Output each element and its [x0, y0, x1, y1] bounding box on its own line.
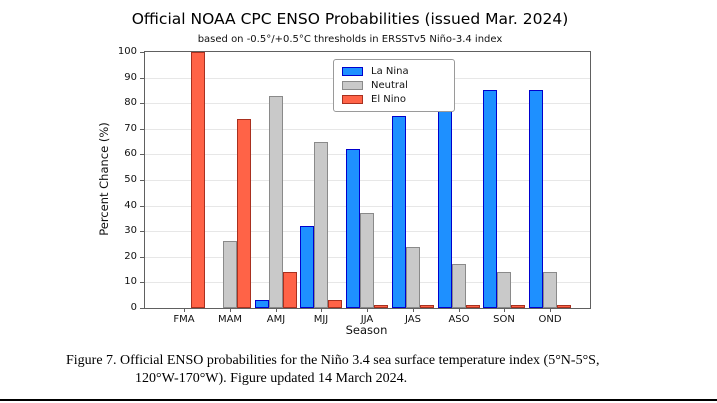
plot-area: La Nina Neutral El Nino [144, 51, 591, 309]
y-tick-mark-80 [140, 103, 144, 104]
bar-el-nino-mjj [328, 300, 342, 308]
bar-el-nino-amj [283, 272, 297, 308]
legend-swatch-icon [342, 95, 363, 104]
x-tick-label-aso: ASO [448, 314, 470, 325]
y-tick-mark-30 [140, 231, 144, 232]
legend-label: La Nina [371, 66, 409, 77]
bar-la-nina-mjj [300, 226, 314, 308]
bar-neutral-jas [406, 247, 420, 308]
x-tick-label-jas: JAS [405, 314, 421, 325]
x-tick-mark-ond [550, 309, 551, 312]
y-tick-mark-40 [140, 206, 144, 207]
y-tick-label-60: 60 [124, 148, 137, 159]
bar-la-nina-son [483, 90, 497, 308]
y-tick-mark-60 [140, 154, 144, 155]
x-tick-mark-jja [367, 309, 368, 312]
x-tick-mark-jas [413, 309, 414, 312]
x-tick-mark-aso [459, 309, 460, 312]
bar-la-nina-amj [255, 300, 269, 308]
bar-la-nina-ond [529, 90, 543, 308]
x-tick-mark-son [504, 309, 505, 312]
bar-el-nino-mam [237, 119, 251, 308]
x-tick-mark-mam [230, 309, 231, 312]
bar-el-nino-fma [191, 52, 205, 308]
x-tick-mark-fma [184, 309, 185, 312]
bar-neutral-mjj [314, 142, 328, 308]
legend-label: Neutral [371, 80, 408, 91]
x-axis-label: Season [345, 323, 388, 337]
legend-item-neutral: Neutral [342, 79, 446, 92]
y-tick-mark-0 [140, 308, 144, 309]
y-tick-label-0: 0 [130, 302, 137, 313]
bar-el-nino-son [511, 305, 525, 308]
legend-label: El Nino [371, 94, 406, 105]
chart-title: Official NOAA CPC ENSO Probabilities (is… [131, 10, 569, 28]
y-tick-label-40: 40 [124, 200, 137, 211]
bar-el-nino-ond [557, 305, 571, 308]
gridline-70 [145, 128, 590, 130]
y-tick-label-90: 90 [124, 72, 137, 83]
x-tick-mark-mjj [321, 309, 322, 312]
y-tick-mark-50 [140, 180, 144, 181]
y-tick-mark-20 [140, 257, 144, 258]
bar-neutral-ond [543, 272, 557, 308]
bar-la-nina-jja [346, 149, 360, 308]
x-tick-label-fma: FMA [173, 314, 195, 325]
y-tick-mark-90 [140, 78, 144, 79]
bar-el-nino-jja [374, 305, 388, 308]
y-tick-label-70: 70 [124, 123, 137, 134]
gridline-50 [145, 180, 590, 181]
x-tick-label-ond: OND [538, 314, 562, 325]
x-tick-label-son: SON [493, 314, 515, 325]
gridline-60 [145, 154, 590, 156]
legend-swatch-icon [342, 81, 363, 90]
bar-neutral-jja [360, 213, 374, 308]
gridline-40 [145, 205, 590, 207]
bar-neutral-aso [452, 264, 466, 308]
chart-subtitle: based on -0.5°/+0.5°C thresholds in ERSS… [197, 34, 503, 45]
bar-la-nina-jas [392, 116, 406, 308]
bottom-divider-line [0, 399, 717, 401]
figure-caption-line-2: 120°W-170°W). Figure updated 14 March 20… [135, 371, 408, 386]
bar-el-nino-jas [420, 305, 434, 308]
y-tick-label-50: 50 [124, 174, 137, 185]
x-tick-label-mjj: MJJ [313, 314, 329, 325]
legend-item-la-nina: La Nina [342, 65, 446, 78]
y-tick-mark-10 [140, 282, 144, 283]
legend: La Nina Neutral El Nino [333, 59, 455, 112]
y-tick-mark-70 [140, 129, 144, 130]
legend-item-el-nino: El Nino [342, 93, 446, 106]
x-tick-label-amj: AMJ [266, 314, 286, 325]
legend-swatch-icon [342, 67, 363, 76]
x-tick-label-mam: MAM [217, 314, 243, 325]
figure-caption-line-1: Figure 7. Official ENSO probabilities fo… [66, 353, 600, 368]
y-tick-label-10: 10 [124, 276, 137, 287]
bar-la-nina-aso [438, 98, 452, 308]
y-tick-label-30: 30 [124, 225, 137, 236]
bar-el-nino-aso [466, 305, 480, 308]
y-tick-label-80: 80 [124, 97, 137, 108]
bar-neutral-mam [223, 241, 237, 308]
bar-neutral-son [497, 272, 511, 308]
x-tick-mark-amj [276, 309, 277, 312]
bar-neutral-amj [269, 96, 283, 308]
x-tick-label-jja: JJA [360, 314, 374, 325]
y-tick-label-100: 100 [117, 46, 137, 57]
y-tick-label-20: 20 [124, 251, 137, 262]
y-tick-mark-100 [140, 52, 144, 53]
